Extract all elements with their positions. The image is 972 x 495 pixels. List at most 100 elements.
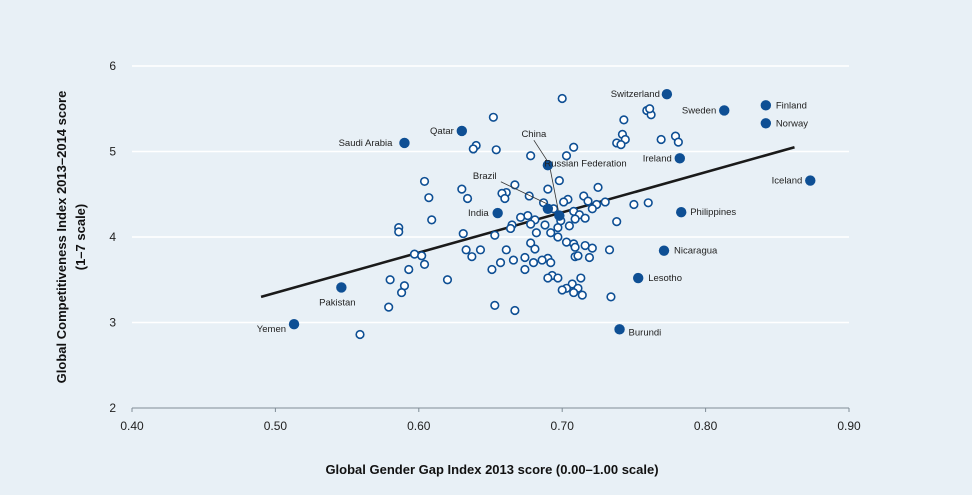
country-label: Finland bbox=[776, 100, 807, 111]
scatter-point bbox=[673, 137, 683, 147]
highlighted-point bbox=[288, 319, 300, 330]
scatter-point bbox=[424, 193, 434, 203]
scatter-point bbox=[531, 228, 541, 238]
scatter-point bbox=[409, 249, 420, 259]
x-tick-label: 0.90 bbox=[837, 419, 861, 433]
scatter-point bbox=[528, 258, 539, 268]
country-label: Pakistan bbox=[319, 297, 355, 308]
scatter-point bbox=[524, 191, 534, 201]
labeled-points bbox=[288, 89, 816, 335]
country-label: Nicaragua bbox=[674, 246, 718, 257]
x-tick-label: 0.60 bbox=[407, 419, 431, 433]
scatter-point bbox=[645, 104, 655, 114]
scatter-point bbox=[570, 242, 580, 252]
country-label: Norway bbox=[776, 118, 808, 129]
label-leader-line bbox=[500, 181, 548, 205]
scatter-point bbox=[495, 258, 506, 268]
scatter-point bbox=[553, 222, 563, 233]
scatter-point bbox=[569, 287, 579, 298]
scatter-point bbox=[600, 197, 610, 207]
highlighted-point bbox=[661, 89, 673, 100]
highlighted-point bbox=[614, 324, 625, 335]
highlighted-point bbox=[336, 282, 347, 293]
highlighted-point bbox=[633, 272, 644, 284]
highlighted-point bbox=[492, 207, 503, 219]
scatter-point bbox=[543, 273, 553, 283]
highlighted-point bbox=[760, 118, 772, 129]
scatter-point bbox=[417, 251, 427, 261]
label-leader-line bbox=[533, 139, 548, 161]
x-tick-label: 0.80 bbox=[694, 419, 718, 433]
scatter-point bbox=[487, 264, 497, 275]
gridlines bbox=[132, 65, 849, 324]
scatter-point bbox=[619, 115, 629, 125]
scatter-point bbox=[508, 255, 519, 265]
scatter-point bbox=[580, 213, 590, 223]
highlighted-point bbox=[542, 159, 554, 171]
scatter-point bbox=[561, 151, 572, 161]
y-axis-title: Global Competitiveness Index 2013–2014 s… bbox=[54, 91, 69, 384]
scatter-point bbox=[419, 259, 430, 269]
highlighted-point bbox=[674, 153, 685, 164]
scatter-point bbox=[385, 275, 395, 285]
scatter-point bbox=[475, 245, 486, 255]
scatter-point bbox=[656, 134, 666, 145]
scatter-point bbox=[577, 290, 587, 300]
y-tick-label: 5 bbox=[109, 145, 116, 159]
scatter-point bbox=[523, 211, 533, 221]
highlighted-point bbox=[760, 100, 772, 111]
y-tick-label: 4 bbox=[109, 230, 116, 244]
scatter-point bbox=[553, 273, 563, 283]
scatter-point bbox=[404, 264, 414, 275]
scatter-point bbox=[570, 214, 580, 224]
highlighted-point bbox=[456, 125, 468, 137]
country-label: Iceland bbox=[772, 176, 803, 187]
y-tick-label: 6 bbox=[109, 59, 116, 73]
scatter-point bbox=[490, 300, 500, 311]
scatter-point bbox=[587, 243, 597, 253]
other-points bbox=[355, 93, 683, 340]
y-ticks: 2 3 4 5 6 bbox=[109, 59, 116, 415]
scatter-point bbox=[561, 237, 572, 247]
scatter-point bbox=[526, 238, 536, 248]
scatter-point bbox=[526, 151, 536, 161]
scatter-point bbox=[643, 198, 653, 208]
country-label: Yemen bbox=[257, 324, 286, 335]
x-tick-label: 0.40 bbox=[120, 419, 144, 433]
country-label: Brazil bbox=[473, 171, 497, 182]
country-label: Lesotho bbox=[648, 273, 682, 284]
scatter-point bbox=[526, 219, 536, 229]
scatter-point bbox=[559, 197, 569, 207]
x-axis-title: Global Gender Gap Index 2013 score (0.00… bbox=[325, 462, 658, 477]
highlighted-point bbox=[658, 245, 670, 256]
y-tick-label: 2 bbox=[109, 401, 116, 415]
scatter-point bbox=[520, 264, 530, 275]
country-label: Switzerland bbox=[611, 89, 660, 100]
scatter-point bbox=[557, 93, 567, 104]
scatter-point bbox=[604, 245, 615, 255]
scatter-point bbox=[553, 232, 563, 242]
scatter-point bbox=[587, 204, 597, 214]
scatter-point bbox=[546, 228, 556, 238]
label-leader-line bbox=[549, 169, 559, 211]
scatter-point bbox=[573, 251, 583, 261]
country-label: Sweden bbox=[682, 105, 716, 116]
scatter-point bbox=[419, 176, 430, 187]
scatter-point bbox=[394, 227, 404, 237]
scatter-point bbox=[490, 230, 500, 240]
scatter-point bbox=[537, 255, 547, 265]
scatter-point bbox=[427, 215, 437, 225]
scatter-point bbox=[584, 252, 595, 263]
country-label: Philippines bbox=[690, 207, 736, 218]
scatter-point bbox=[530, 244, 540, 254]
country-label: Burundi bbox=[629, 327, 662, 338]
scatter-point bbox=[576, 273, 586, 283]
scatter-point bbox=[467, 252, 477, 262]
scatter-point bbox=[468, 144, 478, 154]
scatter-point bbox=[520, 252, 530, 263]
scatter-point bbox=[606, 292, 616, 302]
scatter-point bbox=[458, 228, 468, 239]
scatter-point bbox=[510, 305, 520, 316]
scatter-point bbox=[442, 275, 453, 285]
x-tick-label: 0.70 bbox=[551, 419, 575, 433]
